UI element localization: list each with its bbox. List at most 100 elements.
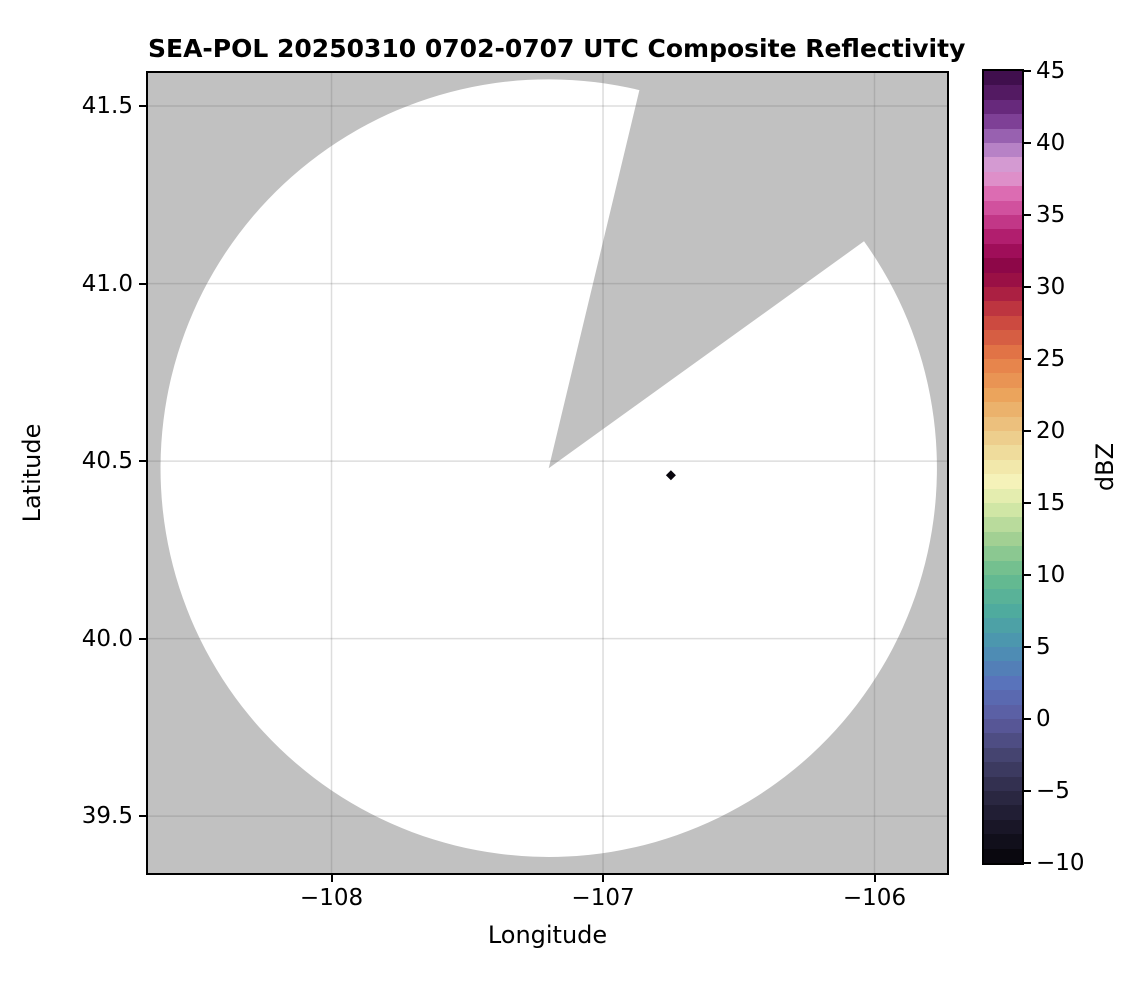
colorbar-band	[984, 632, 1022, 648]
colorbar-tick-label: 30	[1036, 274, 1066, 300]
colorbar-band	[984, 143, 1022, 158]
colorbar-band	[984, 503, 1022, 518]
colorbar-tick-mark	[1024, 358, 1031, 360]
colorbar-band	[984, 474, 1022, 490]
colorbar-band	[984, 517, 1022, 533]
colorbar-tick-mark	[1024, 790, 1031, 792]
colorbar-band	[984, 776, 1022, 792]
y-tick-label: 40.0	[81, 625, 133, 652]
colorbar-band	[984, 229, 1022, 245]
colorbar-band	[984, 186, 1022, 202]
y-tick-mark	[139, 282, 146, 285]
x-tick-mark	[330, 875, 333, 882]
colorbar-band	[984, 488, 1022, 504]
plot-title: SEA-POL 20250310 0702-0707 UTC Composite…	[148, 34, 966, 63]
colorbar-band	[984, 171, 1022, 187]
colorbar-band	[984, 99, 1022, 115]
colorbar-tick-mark	[1024, 718, 1031, 720]
colorbar-tick-label: 25	[1036, 346, 1066, 372]
colorbar-band	[984, 258, 1022, 274]
y-tick-mark	[139, 815, 146, 818]
x-tick-mark	[602, 875, 605, 882]
x-tick-label: −106	[842, 885, 907, 911]
colorbar-band	[984, 733, 1022, 749]
colorbar-band	[984, 661, 1022, 677]
colorbar-band	[984, 200, 1022, 216]
colorbar-band	[984, 762, 1022, 778]
colorbar-band	[984, 387, 1022, 403]
colorbar-band	[984, 546, 1022, 562]
x-tick-label: −107	[571, 885, 635, 911]
y-tick-label: 39.5	[81, 803, 133, 830]
colorbar-band	[984, 704, 1022, 720]
colorbar-tick-label: 15	[1036, 490, 1066, 516]
colorbar-tick-mark	[1024, 862, 1031, 864]
colorbar-band	[984, 243, 1022, 259]
colorbar-tick-label: −5	[1036, 778, 1070, 804]
colorbar-band	[984, 330, 1022, 346]
colorbar-tick-mark	[1024, 142, 1031, 144]
colorbar-band	[984, 373, 1022, 389]
y-tick-label: 41.0	[81, 270, 133, 297]
colorbar-tick-mark	[1024, 502, 1031, 504]
y-tick-label: 41.5	[81, 93, 133, 120]
colorbar-band	[984, 675, 1022, 691]
colorbar-tick-label: 0	[1036, 706, 1051, 732]
colorbar-band	[984, 157, 1022, 173]
colorbar-label: dBZ	[1091, 442, 1119, 492]
colorbar-band	[984, 445, 1022, 461]
colorbar-band	[984, 747, 1022, 763]
colorbar-band	[984, 431, 1022, 446]
colorbar-tick-mark	[1024, 574, 1031, 576]
colorbar-band	[984, 560, 1022, 576]
radar-map	[148, 73, 947, 873]
colorbar-band	[984, 603, 1022, 619]
colorbar-band	[984, 848, 1022, 864]
colorbar-band	[984, 315, 1022, 331]
x-tick-mark	[873, 875, 876, 882]
colorbar-band	[984, 618, 1022, 634]
colorbar-band	[984, 402, 1022, 418]
y-tick-mark	[139, 460, 146, 463]
colorbar-tick-mark	[1024, 286, 1031, 288]
colorbar-band	[984, 575, 1022, 590]
colorbar-tick-mark	[1024, 70, 1031, 72]
colorbar-band	[984, 690, 1022, 706]
colorbar-band	[984, 459, 1022, 475]
colorbar-band	[984, 819, 1022, 835]
colorbar-tick-label: 45	[1036, 58, 1066, 84]
colorbar-band	[984, 589, 1022, 605]
colorbar-band	[984, 301, 1022, 317]
reflectivity-echo	[665, 470, 676, 481]
colorbar	[982, 69, 1024, 865]
colorbar-band	[984, 287, 1022, 302]
colorbar-band	[984, 344, 1022, 360]
colorbar-tick-label: 20	[1036, 418, 1066, 444]
colorbar-band	[984, 719, 1022, 734]
colorbar-band	[984, 128, 1022, 144]
colorbar-tick-label: 5	[1036, 634, 1051, 660]
colorbar-band	[984, 359, 1022, 374]
colorbar-band	[984, 531, 1022, 547]
y-tick-mark	[139, 105, 146, 108]
colorbar-tick-label: 10	[1036, 562, 1066, 588]
colorbar-band	[984, 791, 1022, 806]
colorbar-tick-mark	[1024, 430, 1031, 432]
colorbar-tick-mark	[1024, 646, 1031, 648]
colorbar-band	[984, 114, 1022, 130]
colorbar-tick-mark	[1024, 214, 1031, 216]
colorbar-tick-label: −10	[1036, 850, 1085, 876]
y-tick-label: 40.5	[81, 448, 133, 475]
x-axis-label: Longitude	[487, 921, 608, 949]
colorbar-band	[984, 834, 1022, 850]
colorbar-band	[984, 71, 1022, 86]
colorbar-band	[984, 85, 1022, 101]
colorbar-band	[984, 215, 1022, 230]
colorbar-band	[984, 416, 1022, 432]
colorbar-band	[984, 805, 1022, 821]
radar-coverage-area	[160, 79, 937, 857]
colorbar-tick-label: 35	[1036, 202, 1066, 228]
y-tick-mark	[139, 637, 146, 640]
colorbar-tick-label: 40	[1036, 130, 1066, 156]
